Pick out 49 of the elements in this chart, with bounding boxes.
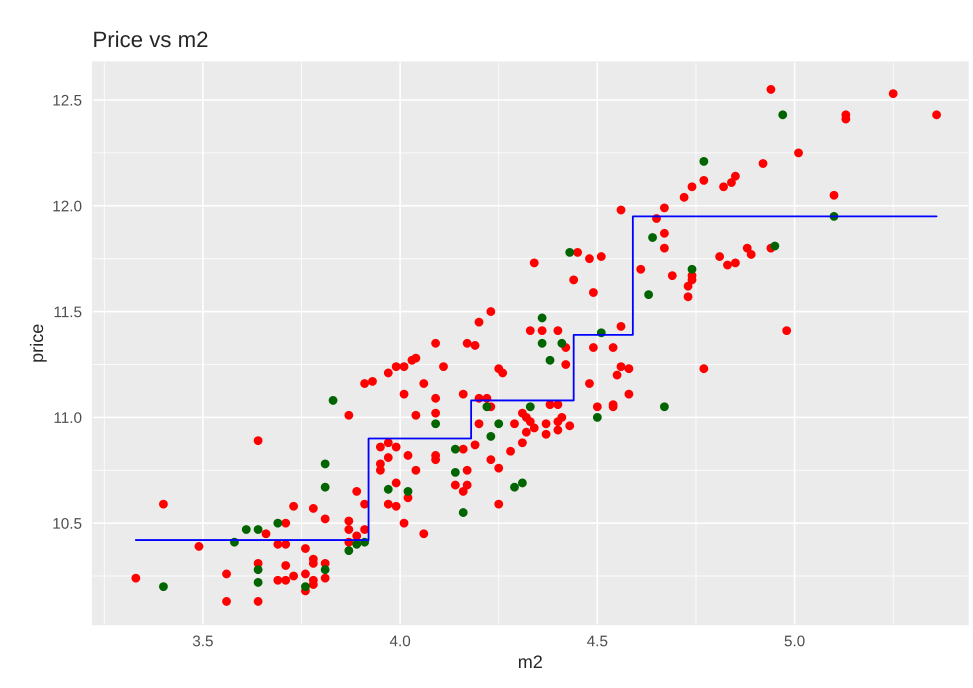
point [538, 314, 547, 322]
point [320, 482, 330, 492]
point [644, 290, 654, 300]
point [242, 525, 251, 534]
x-tick-label: 5.0 [784, 636, 805, 646]
point [648, 233, 657, 242]
point [660, 402, 669, 412]
point [320, 565, 330, 574]
point [384, 484, 393, 494]
x-tick-label: 4.5 [587, 636, 608, 646]
y-tick-label: 10.5 [53, 518, 82, 529]
point [546, 356, 554, 365]
point [494, 419, 504, 428]
point [301, 582, 310, 592]
point [688, 264, 696, 274]
point [486, 432, 496, 441]
point [518, 478, 527, 488]
point [254, 565, 262, 574]
point [450, 444, 460, 454]
point [699, 156, 708, 166]
point [592, 412, 602, 422]
point [770, 242, 780, 250]
point [557, 338, 566, 348]
point [458, 508, 468, 517]
y-tick-label: 12.0 [53, 200, 82, 212]
point [328, 396, 338, 405]
x-axis-title: m2 [518, 655, 542, 668]
y-tick-label: 11.0 [54, 412, 82, 424]
y-tick-label: 11.5 [54, 306, 82, 318]
point [778, 110, 788, 120]
point [254, 525, 262, 534]
point [526, 402, 535, 412]
point [254, 578, 262, 587]
point [450, 468, 460, 477]
x-tick-label: 4.0 [390, 636, 410, 646]
point [344, 546, 354, 556]
point [404, 487, 412, 496]
point [510, 482, 519, 492]
point [482, 402, 492, 412]
x-tick-label: 3.5 [192, 636, 213, 646]
point [320, 460, 330, 468]
point [159, 582, 168, 592]
point [538, 338, 547, 348]
point [273, 518, 282, 528]
point [565, 248, 574, 257]
y-axis-title: price [30, 324, 47, 362]
y-tick-label: 12.5 [53, 94, 82, 106]
chart-title: Price vs m2 [94, 30, 208, 48]
point [431, 419, 440, 428]
